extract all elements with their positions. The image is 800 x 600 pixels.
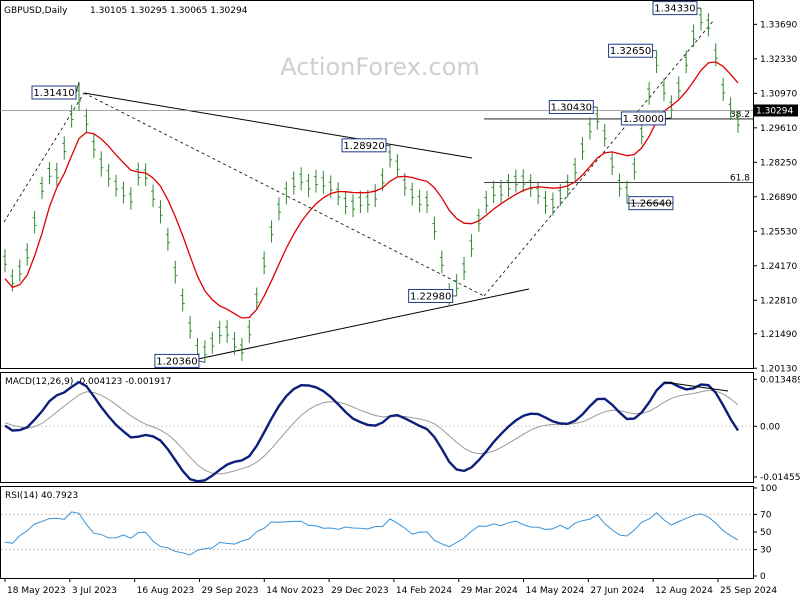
price-tick-label: 1.32330: [760, 55, 797, 65]
price-tick-label: 1.28250: [760, 158, 797, 168]
macd-tick-label: 0.00: [760, 422, 780, 432]
macd-tick-label: -0.014554: [760, 473, 800, 483]
date-tick-label: 14 Nov 2023: [266, 586, 324, 596]
macd-axis: 0.013489 0.00 -0.014554: [1, 375, 800, 483]
trendlines: [3, 19, 715, 360]
pivot-label-text: 1.31410: [33, 88, 74, 99]
pivot-label-text: 1.26640: [630, 199, 671, 210]
date-tick-label: 16 Aug 2023: [137, 586, 195, 596]
date-tick-label: 27 Jun 2024: [590, 586, 644, 596]
pivot-label-text: 1.28920: [343, 141, 384, 152]
current-price-label: 1.30294: [756, 106, 793, 116]
date-tick-label: 25 Sep 2024: [720, 586, 777, 596]
price-tick-label: 1.30970: [760, 89, 797, 99]
date-tick-label: 29 Mar 2024: [461, 586, 518, 596]
rsi-tick-label: 0: [760, 572, 766, 582]
moving-average-line: [4, 61, 739, 319]
macd-signal-line: [4, 389, 739, 475]
macd-title: MACD(12,26,9) -0.004123 -0.001917: [5, 377, 171, 387]
pivot-label-text: 1.32650: [610, 46, 651, 57]
price-tick-label: 1.33690: [760, 20, 797, 30]
price-tick-label: 1.25530: [760, 227, 797, 237]
macd-tick-label: 0.013489: [760, 375, 800, 385]
date-tick-label: 18 May 2023: [7, 586, 66, 596]
falling-trendline: [83, 92, 473, 159]
pivot-connector: [75, 82, 80, 93]
fib-level-label: 61.8: [730, 173, 750, 183]
price-tick-label: 1.22810: [760, 296, 797, 306]
price-tick-label: 1.20130: [760, 364, 797, 374]
rsi-title: RSI(14) 40.7923: [5, 491, 78, 501]
rsi-tick-label: 70: [760, 510, 772, 520]
date-axis: 18 May 2023 3 Jul 2023 16 Aug 2023 29 Sep 2…: [4, 578, 777, 596]
price-panel: [0, 0, 754, 369]
rsi-tick-label: 100: [760, 484, 777, 494]
date-tick-label: 3 Jul 2023: [72, 586, 117, 596]
pivot-label-text: 1.30000: [623, 114, 664, 125]
date-tick-label: 14 May 2024: [526, 586, 585, 596]
ohlc-readout: 1.30105 1.30295 1.30065 1.30294: [90, 6, 248, 16]
price-axis: 1.33690 1.32330 1.30970 1.29610 1.28250 1.268…: [753, 20, 797, 374]
pivot-label-text: 1.20360: [156, 356, 197, 367]
date-tick-label: 14 Feb 2024: [396, 586, 452, 596]
price-tick-label: 1.21490: [760, 330, 797, 340]
macd-panel: [0, 372, 754, 483]
rsi-tick-label: 30: [760, 546, 772, 556]
dashed-channel-2: [83, 92, 485, 297]
rising-trendline: [197, 288, 530, 360]
price-tick-label: 1.29610: [760, 124, 797, 134]
rsi-line: [4, 511, 739, 556]
rsi-axis: 100 70 50 30 0: [1, 484, 777, 582]
rsi-panel: [0, 486, 754, 579]
date-tick-label: 29 Dec 2023: [331, 586, 389, 596]
current-price-marker: 1.30294: [0, 104, 798, 117]
pivot-connector: [198, 360, 205, 363]
price-tick-label: 1.26890: [760, 193, 797, 203]
pivot-label-text: 1.22980: [410, 291, 451, 302]
pivot-labels: 1.31410 1.20360 1.28920 1.22980 1.30430 1.266…: [31, 1, 701, 368]
rsi-tick-label: 50: [760, 528, 772, 538]
fib-levels: 38.2 61.8: [484, 110, 753, 183]
dashed-channel-1: [3, 92, 85, 223]
macd-divergence-line: [663, 381, 729, 392]
pivot-label-text: 1.30430: [551, 103, 592, 114]
pivot-connector: [665, 117, 672, 119]
price-tick-label: 1.24170: [760, 262, 797, 272]
pivot-label-text: 1.34330: [654, 4, 695, 15]
date-tick-label: 12 Aug 2024: [655, 586, 713, 596]
current-price-box: [754, 104, 798, 117]
symbol-label: GBPUSD,Daily: [4, 6, 68, 16]
macd-line: [4, 380, 740, 483]
chart-header: GBPUSD,Daily 1.30105 1.30295 1.30065 1.3…: [4, 6, 248, 16]
date-tick-label: 29 Sep 2023: [201, 586, 258, 596]
watermark: ActionForex.com: [280, 53, 480, 81]
fib-level-label: 38.2: [730, 110, 750, 120]
